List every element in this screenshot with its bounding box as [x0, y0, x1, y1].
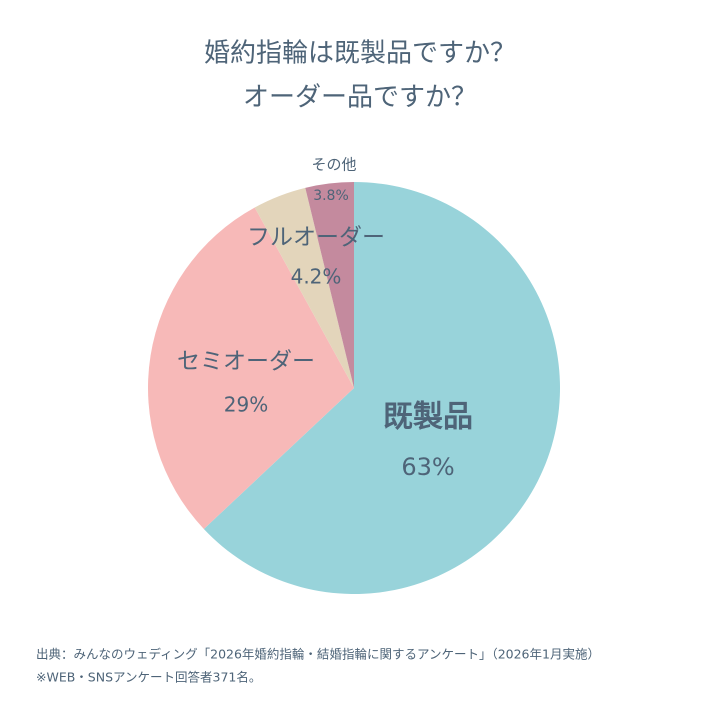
value-label: 63%: [401, 453, 454, 481]
pie-slice: [305, 182, 354, 388]
source-note: ※WEB・SNSアンケート回答者371名。: [36, 670, 261, 685]
source-note: 出典：みんなのウェディング「2026年婚約指輪・結婚指輪に関するアンケート」（2…: [36, 647, 600, 662]
pie-slice: [147, 207, 354, 530]
pie-slice: [254, 187, 354, 388]
slice-label: 既製品: [383, 400, 473, 435]
pie-slice: [203, 182, 560, 594]
value-label: 4.2%: [291, 265, 342, 289]
value-label: 29%: [224, 393, 268, 417]
slice-label: セミオーダー: [177, 349, 315, 375]
chart-title: オーダー品ですか？: [243, 83, 477, 113]
value-label: 3.8%: [313, 188, 349, 204]
chart-title: 婚約指輪は既製品ですか？: [204, 39, 516, 69]
slice-label: その他: [311, 156, 356, 174]
slice-label: フルオーダー: [247, 225, 385, 251]
